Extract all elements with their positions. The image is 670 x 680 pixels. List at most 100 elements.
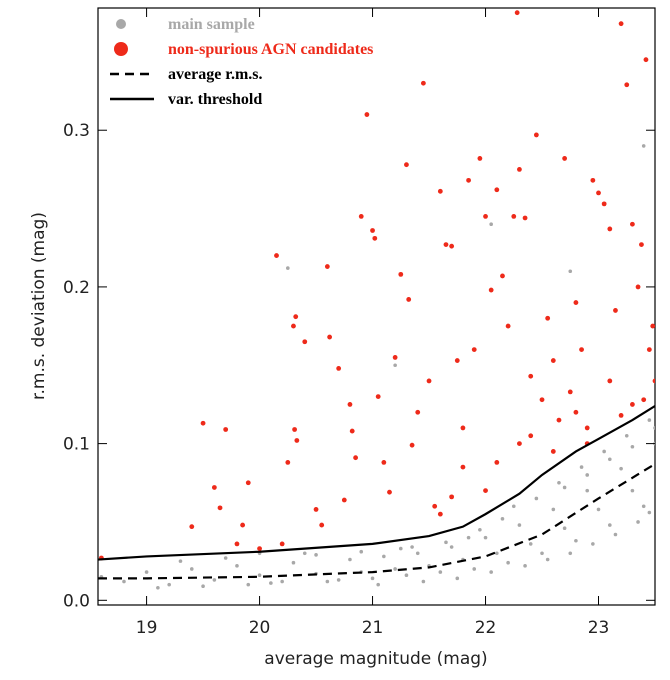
sample-point	[591, 542, 595, 546]
agn-point	[624, 82, 630, 88]
sample-point	[410, 545, 414, 549]
sample-point	[314, 553, 318, 557]
agn-point	[539, 397, 545, 403]
sample-point	[223, 556, 228, 560]
agn-point	[528, 373, 534, 379]
agn-point	[324, 264, 330, 269]
sample-point	[557, 480, 561, 485]
sample-point	[506, 560, 510, 565]
sample-point	[630, 444, 635, 449]
data-layer	[98, 10, 655, 590]
agn-point	[372, 235, 378, 241]
agn-point	[404, 162, 409, 168]
agn-point	[349, 428, 355, 434]
sample-point	[585, 488, 590, 493]
agn-point	[522, 215, 528, 221]
legend-label: non-spurious AGN candidates	[168, 41, 373, 58]
sample-point	[212, 578, 217, 582]
sample-point	[596, 507, 601, 512]
sample-point	[438, 570, 443, 574]
agn-point	[630, 402, 635, 407]
agn-point	[240, 522, 246, 528]
agn-point	[432, 503, 438, 509]
agn-point	[550, 358, 556, 363]
agn-point	[449, 243, 455, 249]
x-axis-label: average magnitude (mag)	[264, 649, 487, 669]
agn-point	[483, 214, 488, 219]
agn-point	[285, 460, 291, 465]
x-tick-label: 21	[362, 618, 384, 638]
sample-point	[376, 582, 380, 587]
agn-point	[358, 214, 364, 219]
sample-point	[534, 496, 539, 501]
agn-point	[567, 389, 573, 395]
legend-marker	[116, 19, 126, 29]
sample-point	[370, 576, 375, 581]
agn-point	[319, 522, 325, 528]
sample-point	[500, 517, 505, 521]
sample-point	[602, 449, 606, 454]
agn-point	[517, 441, 522, 447]
x-tick-label: 19	[136, 618, 158, 638]
agn-point	[234, 541, 240, 547]
sample-point	[574, 538, 578, 543]
agn-point	[511, 214, 517, 219]
y-tick-label: 0.2	[63, 278, 90, 298]
sample-point	[511, 504, 516, 509]
agn-point	[618, 21, 624, 27]
agn-point	[596, 190, 601, 196]
agn-point	[293, 314, 299, 320]
agn-point	[420, 80, 426, 86]
agn-point	[370, 228, 375, 233]
sample-point	[608, 523, 612, 527]
sample-point	[495, 551, 499, 556]
agn-point	[635, 284, 641, 290]
agn-point	[488, 287, 494, 293]
agn-point	[409, 442, 415, 448]
agn-point	[533, 132, 539, 138]
agn-point	[590, 177, 596, 183]
x-tick-label: 20	[249, 618, 271, 638]
agn-point	[327, 334, 333, 340]
sample-point	[613, 532, 618, 537]
agn-point	[454, 358, 460, 363]
agn-point	[426, 378, 432, 384]
sample-point	[398, 546, 403, 551]
sample-point	[235, 564, 239, 568]
agn-point	[200, 420, 206, 426]
sample-point	[156, 585, 160, 590]
agn-point	[562, 156, 568, 161]
agn-point	[294, 438, 300, 443]
agn-point	[347, 402, 353, 407]
agn-point	[257, 546, 262, 551]
agn-point	[375, 394, 381, 399]
sample-point	[653, 426, 655, 430]
sample-point	[421, 579, 426, 584]
sample-point	[608, 457, 612, 462]
agn-point	[189, 524, 195, 530]
plot-frame	[97, 7, 656, 606]
sample-point	[483, 535, 488, 540]
agn-point	[613, 308, 618, 313]
sample-point	[348, 557, 352, 562]
agn-point	[466, 177, 471, 183]
agn-point	[313, 507, 319, 512]
agn-point	[630, 221, 635, 227]
sample-point	[122, 579, 126, 584]
sample-point	[291, 560, 296, 565]
agn-point	[573, 409, 579, 415]
sample-point	[551, 507, 556, 512]
sample-point	[325, 579, 330, 584]
sample-point	[489, 222, 493, 227]
sample-point	[641, 504, 646, 509]
sample-point	[359, 549, 364, 554]
agn-point	[291, 323, 296, 329]
sample-point	[449, 545, 454, 549]
sample-point	[523, 564, 527, 568]
agn-point	[607, 378, 613, 384]
sample-point	[178, 559, 183, 563]
sample-point	[393, 363, 397, 368]
sample-point	[489, 570, 493, 574]
agn-point	[652, 378, 655, 384]
